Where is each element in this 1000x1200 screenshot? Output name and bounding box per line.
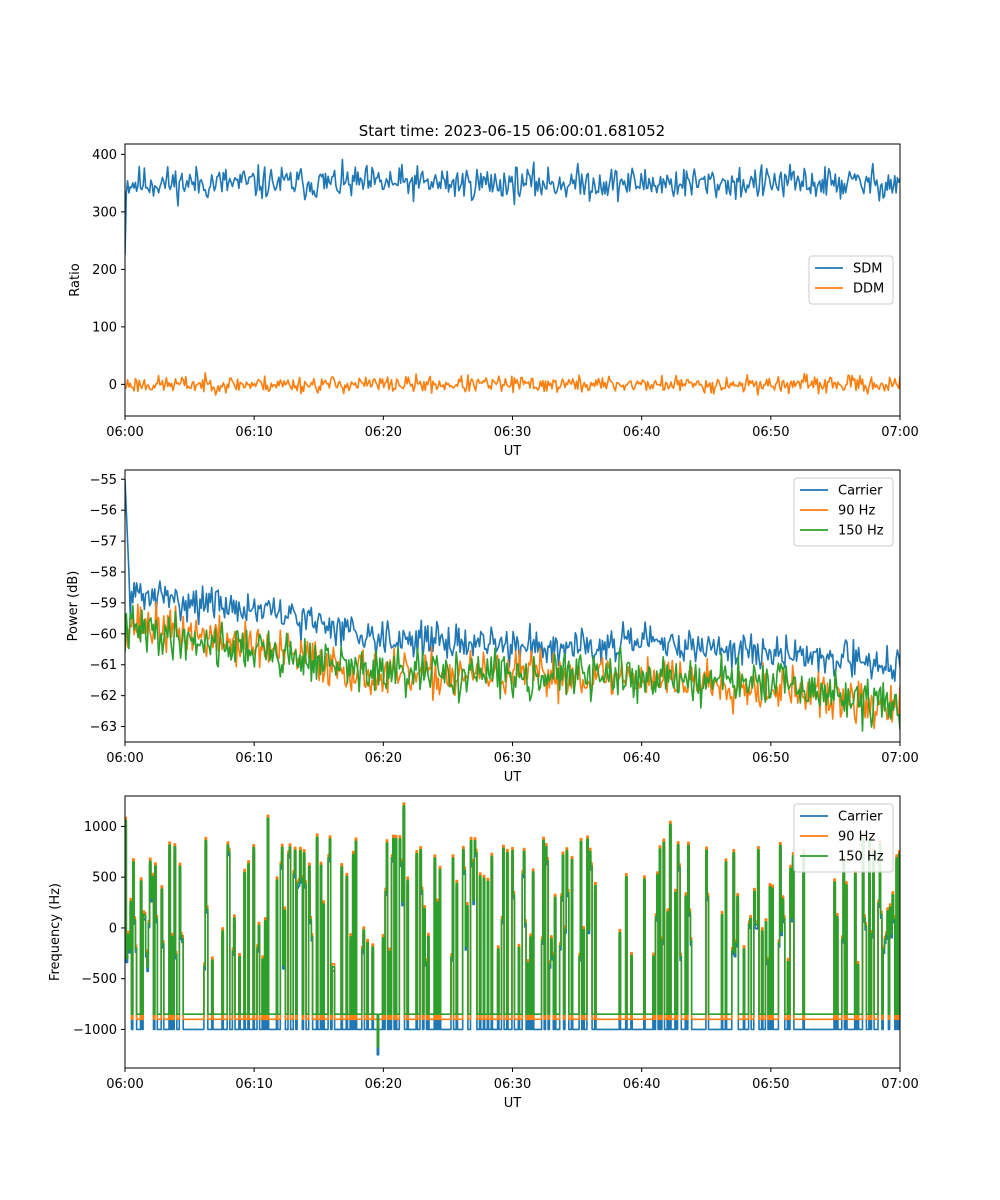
y-tick-label: 100 <box>92 320 117 335</box>
y-axis-label: Power (dB) <box>66 571 81 642</box>
power-panel: 06:00 06:10 06:20 06:30 06:40 06:50 07:00 −55 −5… <box>66 469 919 785</box>
y-tick-label: −57 <box>90 535 117 550</box>
x-tick-label: 06:40 <box>623 751 660 766</box>
y-axis-label: Ratio <box>68 263 83 296</box>
series-line-90-hz <box>125 802 900 1048</box>
x-tick-label: 06:20 <box>365 1077 402 1092</box>
legend: Carrier 90 Hz 150 Hz <box>793 477 894 547</box>
y-tick-label: −60 <box>90 627 117 642</box>
x-tick-label: 06:50 <box>752 425 789 440</box>
legend-entry-label: 150 Hz <box>838 850 884 865</box>
x-tick-label: 06:00 <box>106 1077 143 1092</box>
frequency-panel: 06:00 06:10 06:20 06:30 06:40 06:50 07:00 1000 5… <box>48 795 919 1111</box>
legend-entry-label: 90 Hz <box>838 504 875 519</box>
x-tick-label: 06:10 <box>235 425 272 440</box>
y-tick-label: 200 <box>92 263 117 278</box>
x-tick-label: 06:00 <box>106 425 143 440</box>
x-tick-label: 06:10 <box>235 1077 272 1092</box>
figure-title: Start time: 2023-06-15 06:00:01.681052 <box>359 122 665 140</box>
y-tick-label: 0 <box>109 378 117 393</box>
y-tick-label: −58 <box>90 566 117 581</box>
y-tick-label: −56 <box>90 504 117 519</box>
x-tick-label: 06:30 <box>494 1077 531 1092</box>
series-line-sdm <box>125 158 900 256</box>
legend-entry-label: 90 Hz <box>838 830 875 845</box>
series-line-carrier <box>125 479 900 682</box>
legend-entry-label: SDM <box>853 262 882 277</box>
y-tick-label: −1000 <box>73 1023 117 1038</box>
legend-entry-label: Carrier <box>838 810 883 825</box>
x-axis-label: UT <box>504 770 522 785</box>
legend-box <box>793 803 894 873</box>
y-tick-label: −500 <box>81 972 117 987</box>
y-tick-label: 1000 <box>84 820 117 835</box>
x-tick-label: 06:40 <box>623 1077 660 1092</box>
x-tick-label: 06:30 <box>494 751 531 766</box>
x-tick-label: 06:40 <box>623 425 660 440</box>
x-tick-label: 06:10 <box>235 751 272 766</box>
y-axis-label: Frequency (Hz) <box>48 883 63 981</box>
series-line-150-hz <box>125 604 900 732</box>
x-axis-label: UT <box>504 1096 522 1111</box>
legend-entry-label: Carrier <box>838 484 883 499</box>
x-tick-label: 07:00 <box>881 425 918 440</box>
y-tick-label: −61 <box>90 658 117 673</box>
series-line-150-hz <box>125 805 900 1048</box>
y-tick-label: 500 <box>92 871 117 886</box>
x-tick-label: 06:50 <box>752 751 789 766</box>
x-tick-label: 06:20 <box>365 751 402 766</box>
y-tick-label: 400 <box>92 148 117 163</box>
series-line-ddm <box>125 372 900 396</box>
x-tick-label: 07:00 <box>881 751 918 766</box>
y-tick-label: −63 <box>90 720 117 735</box>
legend-entry-label: DDM <box>853 282 884 297</box>
y-tick-label: 0 <box>109 921 117 936</box>
legend: SDM DDM <box>808 255 894 305</box>
y-tick-label: −62 <box>90 689 117 704</box>
y-tick-label: −55 <box>90 473 117 488</box>
x-axis-label: UT <box>504 444 522 459</box>
x-tick-label: 06:30 <box>494 425 531 440</box>
y-tick-label: 300 <box>92 205 117 220</box>
legend-entry-label: 150 Hz <box>838 524 884 539</box>
legend-box <box>793 477 894 547</box>
x-tick-label: 06:20 <box>365 425 402 440</box>
y-tick-label: −59 <box>90 596 117 611</box>
ratio-panel: 06:00 06:10 06:20 06:30 06:40 06:50 07:00 0 100 2… <box>68 143 919 459</box>
x-tick-label: 07:00 <box>881 1077 918 1092</box>
legend: Carrier 90 Hz 150 Hz <box>793 803 894 873</box>
x-tick-label: 06:50 <box>752 1077 789 1092</box>
x-tick-label: 06:00 <box>106 751 143 766</box>
